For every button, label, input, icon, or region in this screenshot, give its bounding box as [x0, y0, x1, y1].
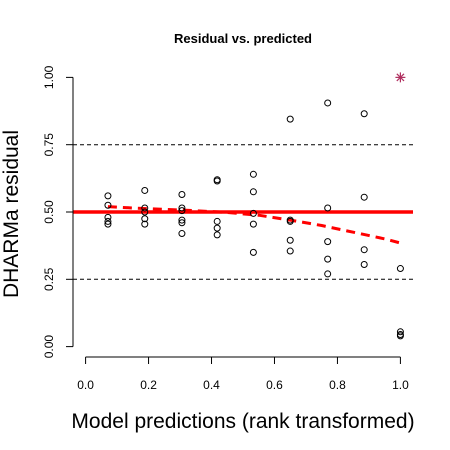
residual-point — [325, 100, 331, 106]
residual-point — [214, 232, 220, 238]
residual-point — [287, 116, 293, 122]
residual-point — [142, 187, 148, 193]
x-tick-label: 0.4 — [203, 378, 220, 392]
residual-point — [361, 247, 367, 253]
residual-point — [287, 237, 293, 243]
y-tick-label: 0.75 — [42, 133, 56, 157]
residual-point — [250, 249, 256, 255]
residual-point — [361, 194, 367, 200]
y-tick-label: 0.25 — [42, 267, 56, 291]
residual-point — [250, 171, 256, 177]
y-tick-label: 0.50 — [42, 200, 56, 224]
residual-point — [361, 262, 367, 268]
residual-point — [287, 248, 293, 254]
residual-point — [179, 231, 185, 237]
y-axis: 0.00 0.25 0.50 0.75 1.00 — [42, 65, 73, 358]
x-axis-label: Model predictions (rank transformed) — [71, 410, 414, 433]
outlier-asterisk — [395, 72, 405, 82]
residual-point — [397, 266, 403, 272]
residual-point — [325, 239, 331, 245]
x-tick-label: 1.0 — [392, 378, 409, 392]
y-axis-label: DHARMa residual — [0, 130, 23, 298]
residual-point — [325, 256, 331, 262]
x-tick-label: 0.6 — [266, 378, 283, 392]
reference-lines — [73, 145, 413, 280]
residual-point — [214, 218, 220, 224]
residual-points — [105, 100, 403, 339]
x-tick-label: 0.0 — [77, 378, 94, 392]
residual-point — [361, 111, 367, 117]
x-axis: 0.0 0.2 0.4 0.6 0.8 1.0 — [77, 357, 409, 392]
residual-point — [250, 221, 256, 227]
x-tick-label: 0.2 — [140, 378, 157, 392]
residual-point — [325, 271, 331, 277]
residual-point — [105, 193, 111, 199]
outlier-markers — [395, 72, 405, 82]
residual-point — [179, 192, 185, 198]
y-tick-label: 0.00 — [42, 335, 56, 359]
x-tick-label: 0.8 — [329, 378, 346, 392]
chart-title: Residual vs. predicted — [174, 31, 312, 46]
y-tick-label: 1.00 — [42, 65, 56, 89]
residual-point — [250, 189, 256, 195]
residual-point — [214, 225, 220, 231]
residual-point — [325, 205, 331, 211]
